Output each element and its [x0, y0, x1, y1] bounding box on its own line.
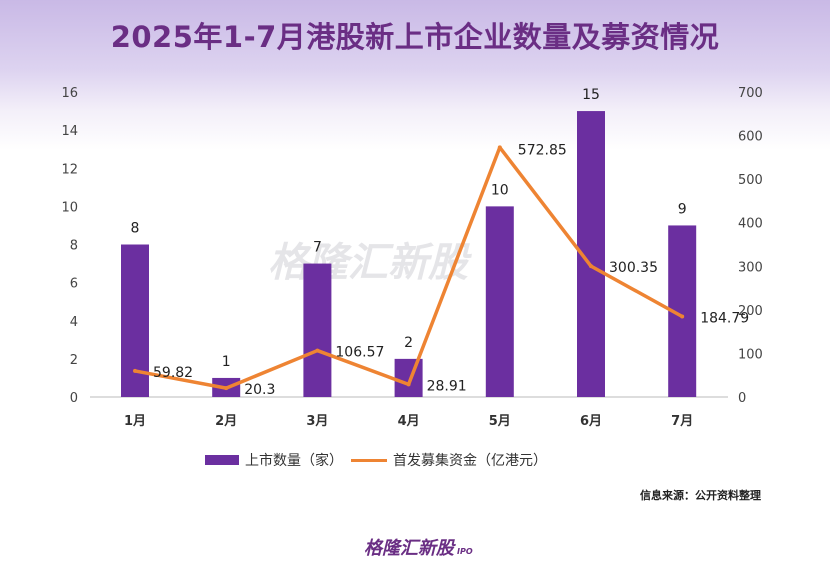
- y-right-tick-label: 100: [738, 347, 763, 362]
- source-note: 信息来源：公开资料整理: [640, 489, 761, 502]
- y-left-tick-label: 2: [70, 353, 78, 368]
- y-left-tick-label: 14: [61, 124, 78, 139]
- bar: [303, 263, 332, 397]
- legend: 上市数量（家） 首发募集资金（亿港元）: [205, 450, 547, 470]
- bar-data-label: 10: [491, 182, 509, 198]
- y-right-tick-label: 400: [738, 217, 763, 232]
- logo: 格隆汇新股 IPO: [364, 534, 473, 560]
- line-point: [589, 264, 593, 269]
- y-left-tick-label: 6: [70, 277, 78, 292]
- line-point: [497, 145, 502, 150]
- legend-line-swatch: [351, 458, 387, 462]
- bar: [485, 206, 514, 397]
- x-tick-label: 5月: [489, 414, 511, 429]
- y-left-tick-label: 8: [70, 239, 78, 254]
- y-left-tick-label: 0: [70, 391, 78, 406]
- line-data-label: 572.85: [518, 142, 567, 158]
- legend-bar-label: 上市数量（家）: [245, 453, 343, 469]
- line-data-label: 184.79: [700, 310, 749, 326]
- chart-title: 2025年1-7月港股新上市企业数量及募资情况: [110, 20, 720, 54]
- bar: [394, 358, 423, 397]
- bar-data-label: 9: [678, 201, 687, 217]
- logo-sub: IPO: [457, 547, 473, 556]
- legend-bar-swatch: [205, 455, 239, 465]
- x-tick-label: 3月: [306, 414, 328, 429]
- line-point: [315, 348, 320, 353]
- legend-line-label: 首发募集资金（亿港元）: [393, 453, 547, 469]
- bar-data-label: 2: [404, 335, 413, 351]
- y-right-tick-label: 300: [738, 260, 763, 275]
- bar-data-label: 1: [222, 354, 231, 370]
- y-right-tick-label: 500: [738, 173, 763, 188]
- bar-data-label: 7: [313, 240, 322, 256]
- line-data-label: 28.91: [427, 378, 467, 394]
- bar-data-label: 8: [131, 221, 140, 237]
- x-tick-label: 1月: [124, 414, 146, 429]
- bar-data-label: 15: [582, 87, 600, 103]
- line-point: [680, 314, 685, 319]
- y-right-tick-label: 0: [738, 391, 746, 406]
- line-data-label: 59.82: [153, 365, 193, 381]
- y-left-tick-label: 12: [61, 162, 78, 177]
- x-tick-label: 2月: [215, 414, 237, 429]
- x-tick-label: 7月: [671, 414, 693, 429]
- x-tick-label: 4月: [398, 414, 420, 429]
- line-data-label: 20.3: [244, 382, 275, 398]
- watermark: 格隆汇新股: [268, 240, 468, 286]
- y-right-tick-label: 200: [738, 304, 763, 319]
- line-point: [133, 368, 137, 373]
- y-left-tick-label: 10: [61, 200, 78, 215]
- line-data-label: 106.57: [335, 345, 384, 361]
- x-tick-label: 6月: [580, 414, 602, 429]
- y-right-tick-label: 700: [738, 86, 763, 101]
- line-point: [406, 382, 411, 387]
- logo-text: 格隆汇新股: [364, 538, 454, 559]
- y-right-tick-label: 600: [738, 130, 763, 145]
- line-point: [224, 386, 229, 391]
- y-left-tick-label: 16: [61, 86, 78, 101]
- line-data-label: 300.35: [609, 260, 658, 276]
- y-left-tick-label: 4: [70, 315, 78, 330]
